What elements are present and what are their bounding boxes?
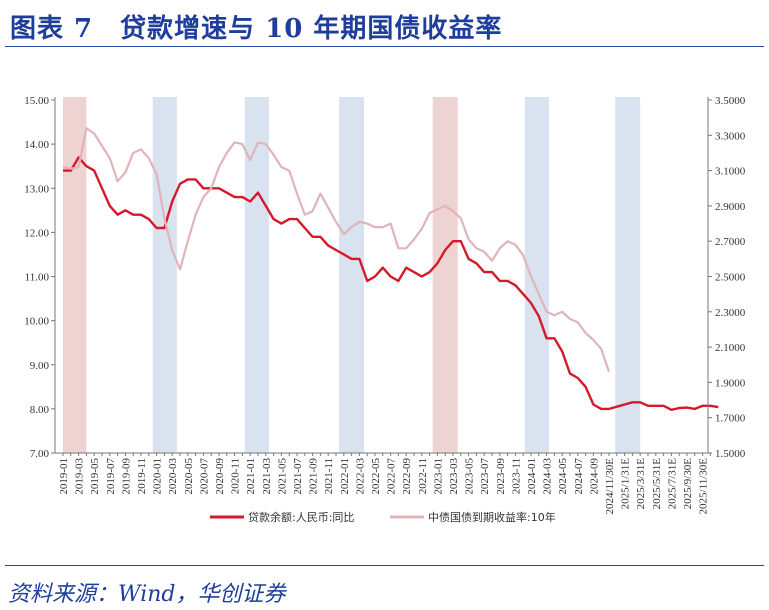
x-tick-label: 2022-01 [339, 458, 351, 495]
x-tick-label: 2024-07 [573, 458, 585, 495]
x-tick-label: 2019-01 [58, 458, 70, 495]
x-tick-label: 2019-09 [120, 458, 132, 495]
x-tick-label: 2019-11 [136, 458, 148, 494]
left-tick-label: 9.00 [30, 360, 50, 372]
x-tick-label: 2021-03 [261, 458, 273, 495]
right-tick-label: 2.9000 [715, 201, 746, 213]
x-tick-label: 2021-09 [308, 458, 320, 495]
x-tick-label: 2025/9/30E [682, 458, 694, 510]
x-tick-label: 2020-03 [167, 458, 179, 495]
x-tick-label: 2019-05 [89, 458, 101, 495]
x-tick-label: 2020-09 [214, 458, 226, 495]
x-tick-label: 2020-01 [152, 458, 164, 495]
x-tick-label: 2020-07 [198, 458, 210, 495]
x-tick-label: 2023-03 [448, 458, 460, 495]
right-tick-label: 1.9000 [715, 377, 746, 389]
x-tick-label: 2021-05 [276, 458, 288, 495]
x-tick-label: 2021-11 [323, 458, 335, 494]
x-tick-label: 2021-01 [245, 458, 257, 495]
x-tick-label: 2022-03 [354, 458, 366, 495]
shaded-period-band [615, 97, 641, 453]
x-tick-label: 2023-11 [510, 458, 522, 494]
x-tick-label: 2022-11 [417, 458, 429, 494]
right-tick-label: 2.1000 [715, 342, 746, 354]
x-tick-label: 2019-07 [105, 458, 117, 495]
x-tick-label: 2023-01 [432, 458, 444, 495]
right-tick-label: 3.1000 [715, 166, 746, 178]
right-tick-label: 2.5000 [715, 272, 746, 284]
legend-label-bond: 中债国债到期收益率:10年 [428, 510, 556, 524]
shaded-period-band [63, 97, 87, 453]
left-tick-label: 14.00 [24, 139, 49, 151]
bottom-rule [5, 565, 764, 566]
left-tick-label: 11.00 [25, 272, 50, 284]
left-tick-label: 8.00 [30, 404, 50, 416]
x-tick-label: 2025/1/31E [620, 458, 632, 510]
left-tick-label: 15.00 [24, 95, 49, 107]
left-tick-label: 10.00 [24, 316, 49, 328]
x-tick-label: 2025/7/31E [666, 458, 678, 510]
figure-title: 图表 7 贷款增速与 10 年期国债收益率 [10, 14, 503, 44]
x-tick-label: 2023-09 [495, 458, 507, 495]
x-tick-label: 2023-07 [479, 458, 491, 495]
x-tick-label: 2024-03 [542, 458, 554, 495]
shaded-period-band [432, 97, 458, 453]
top-rule [5, 46, 764, 47]
x-tick-label: 2024-09 [588, 458, 600, 495]
right-tick-label: 3.3000 [715, 130, 746, 142]
left-tick-label: 7.00 [30, 448, 50, 460]
right-tick-label: 3.5000 [715, 95, 746, 107]
legend-label-loan: 贷款余额:人民币:同比 [248, 510, 354, 524]
shaded-period-band [152, 97, 177, 453]
x-tick-label: 2020-11 [230, 458, 242, 494]
shaded-period-band [339, 97, 365, 453]
x-tick-label: 2022-05 [370, 458, 382, 495]
source-note: 资料来源：Wind，华创证券 [8, 582, 286, 607]
shaded-period-band [244, 97, 269, 453]
x-tick-label: 2022-07 [386, 458, 398, 495]
x-tick-label: 2024-01 [526, 458, 538, 495]
x-tick-label: 2021-07 [292, 458, 304, 495]
x-tick-label: 2020-05 [183, 458, 195, 495]
right-tick-label: 1.7000 [715, 413, 746, 425]
x-tick-label: 2022-09 [401, 458, 413, 495]
right-tick-label: 2.7000 [715, 236, 746, 248]
left-tick-label: 12.00 [24, 227, 49, 239]
x-tick-label: 2024-05 [557, 458, 569, 495]
left-tick-label: 13.00 [24, 183, 49, 195]
shaded-period-band [524, 97, 549, 453]
x-tick-label: 2024/11/30E [604, 458, 616, 515]
x-tick-label: 2023-05 [464, 458, 476, 495]
x-tick-label: 2025/3/31E [635, 458, 647, 510]
right-tick-label: 1.5000 [715, 448, 746, 460]
x-tick-label: 2025/11/30E [698, 458, 710, 515]
x-tick-label: 2019-03 [74, 458, 86, 495]
right-tick-label: 2.3000 [715, 307, 746, 319]
x-tick-label: 2025/5/31E [651, 458, 663, 510]
